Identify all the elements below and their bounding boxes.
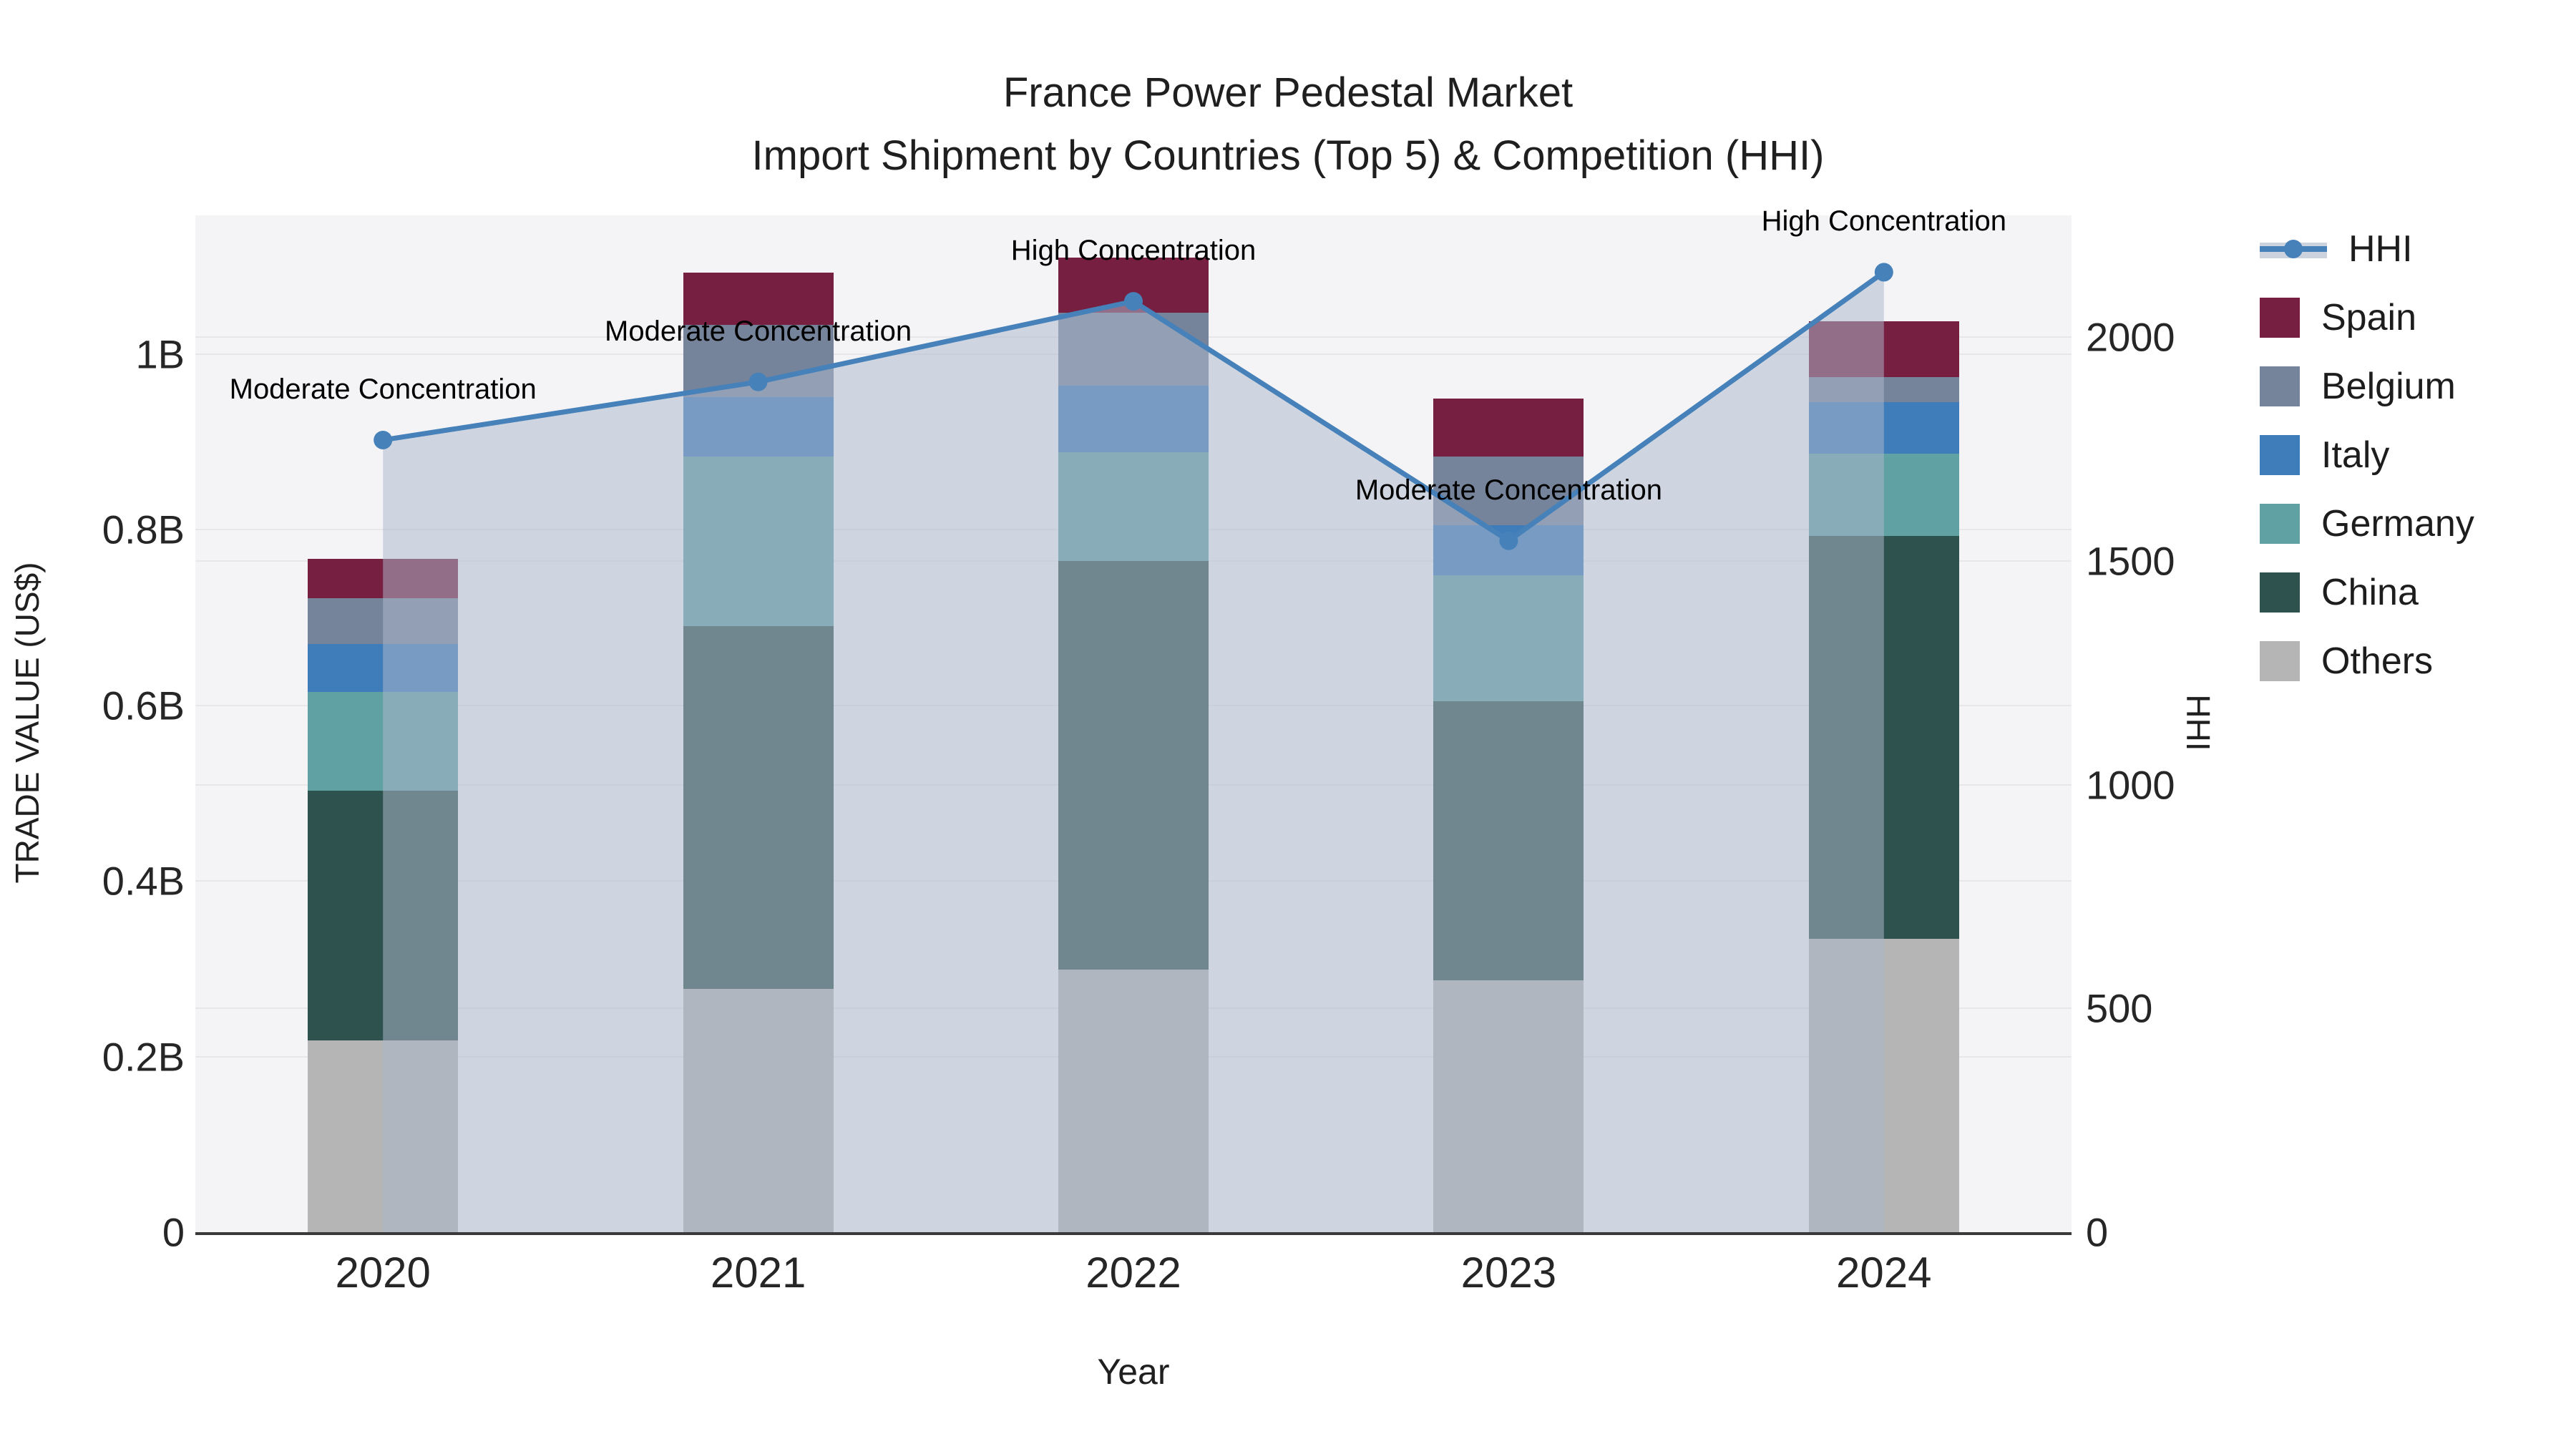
- legend-swatch-icon: [2260, 298, 2300, 338]
- legend-label: Italy: [2321, 434, 2390, 476]
- bar-segment-spain-2020[interactable]: [308, 558, 459, 599]
- legend: HHI Spain Belgium Italy Germany China Others: [2260, 228, 2474, 683]
- bar-segment-belgium-2020[interactable]: [308, 598, 459, 644]
- left-axis-title: TRADE VALUE (US$): [9, 562, 46, 884]
- legend-item-belgium[interactable]: Belgium: [2260, 365, 2474, 408]
- bar-segment-china-2020[interactable]: [308, 790, 459, 1041]
- legend-swatch-icon: [2260, 435, 2300, 475]
- annotation-2021: Moderate Concentration: [605, 315, 912, 347]
- bar-segment-china-2023[interactable]: [1433, 701, 1584, 980]
- right-axis-title: HHI: [2180, 694, 2217, 751]
- bar-segment-spain-2023[interactable]: [1433, 399, 1584, 457]
- x-axis-title: Year: [1097, 1352, 1170, 1392]
- bar-segment-italy-2020[interactable]: [308, 643, 459, 693]
- legend-item-china[interactable]: China: [2260, 571, 2474, 614]
- bar-segment-others-2022[interactable]: [1058, 970, 1209, 1232]
- right-tick-2000: 2000: [2086, 314, 2175, 360]
- hhi-marker-2024[interactable]: [1874, 263, 1893, 282]
- annotation-2024: High Concentration: [1761, 205, 2007, 238]
- left-tick-1B: 1B: [135, 331, 185, 377]
- bar-segment-germany-2023[interactable]: [1433, 575, 1584, 701]
- x-tick-2023: 2023: [1460, 1249, 1557, 1297]
- x-tick-2020: 2020: [335, 1249, 431, 1297]
- legend-label: HHI: [2348, 228, 2413, 270]
- annotation-2020: Moderate Concentration: [229, 373, 537, 405]
- legend-swatch-icon: [2260, 572, 2300, 613]
- right-tick-1500: 1500: [2086, 538, 2175, 584]
- annotation-2022: High Concentration: [1010, 235, 1257, 267]
- chart-subtitle: Import Shipment by Countries (Top 5) & C…: [751, 132, 1825, 179]
- chart-title: France Power Pedestal Market: [1002, 69, 1574, 116]
- right-tick-0: 0: [2086, 1209, 2109, 1255]
- left-tick-0.6B: 0.6B: [102, 683, 185, 728]
- plot-area: Moderate Concentration Moderate Concentra…: [195, 205, 2072, 1235]
- legend-item-hhi[interactable]: HHI: [2260, 228, 2474, 270]
- legend-item-italy[interactable]: Italy: [2260, 434, 2474, 477]
- bar-segment-china-2022[interactable]: [1058, 561, 1209, 970]
- legend-label: Belgium: [2321, 366, 2456, 407]
- bar-segment-germany-2024[interactable]: [1808, 453, 1959, 536]
- hhi-line-swatch-icon: [2260, 229, 2327, 269]
- hhi-marker-2020[interactable]: [374, 430, 393, 449]
- legend-label: Others: [2321, 640, 2434, 682]
- bar-segment-italy-2022[interactable]: [1058, 386, 1209, 453]
- bar-segment-italy-2021[interactable]: [683, 397, 834, 457]
- left-tick-0.4B: 0.4B: [102, 858, 185, 904]
- bar-segment-others-2024[interactable]: [1808, 939, 1959, 1232]
- bar-segment-belgium-2022[interactable]: [1058, 313, 1209, 386]
- legend-swatch-icon: [2260, 504, 2300, 544]
- bar-segment-china-2024[interactable]: [1808, 535, 1959, 940]
- bar-segment-italy-2023[interactable]: [1433, 525, 1584, 576]
- x-tick-2022: 2022: [1085, 1249, 1181, 1297]
- x-tick-2021: 2021: [710, 1249, 806, 1297]
- hhi-marker-dot-icon: [2284, 240, 2303, 258]
- annotation-2023: Moderate Concentration: [1355, 474, 1662, 506]
- legend-item-others[interactable]: Others: [2260, 640, 2474, 683]
- bar-segment-germany-2022[interactable]: [1058, 452, 1209, 562]
- legend-label: Germany: [2321, 503, 2474, 545]
- legend-item-spain[interactable]: Spain: [2260, 296, 2474, 339]
- legend-item-germany[interactable]: Germany: [2260, 502, 2474, 545]
- left-tick-0.2B: 0.2B: [102, 1034, 185, 1080]
- legend-label: Spain: [2321, 297, 2416, 338]
- legend-swatch-icon: [2260, 366, 2300, 406]
- bar-segment-spain-2024[interactable]: [1808, 321, 1959, 377]
- left-tick-0: 0: [162, 1209, 185, 1255]
- legend-label: China: [2321, 572, 2419, 613]
- bar-segment-others-2020[interactable]: [308, 1040, 459, 1232]
- bar-segment-belgium-2024[interactable]: [1808, 376, 1959, 403]
- bar-segment-germany-2021[interactable]: [683, 457, 834, 627]
- bar-segment-others-2023[interactable]: [1433, 980, 1584, 1232]
- x-tick-2024: 2024: [1836, 1249, 1932, 1297]
- right-tick-500: 500: [2086, 985, 2153, 1031]
- bar-segment-others-2021[interactable]: [683, 989, 834, 1232]
- legend-swatch-icon: [2260, 641, 2300, 681]
- bar-segment-italy-2024[interactable]: [1808, 402, 1959, 454]
- right-tick-1000: 1000: [2086, 762, 2175, 808]
- bar-segment-germany-2020[interactable]: [308, 692, 459, 791]
- left-tick-0.8B: 0.8B: [102, 507, 185, 552]
- bar-segment-china-2021[interactable]: [683, 626, 834, 990]
